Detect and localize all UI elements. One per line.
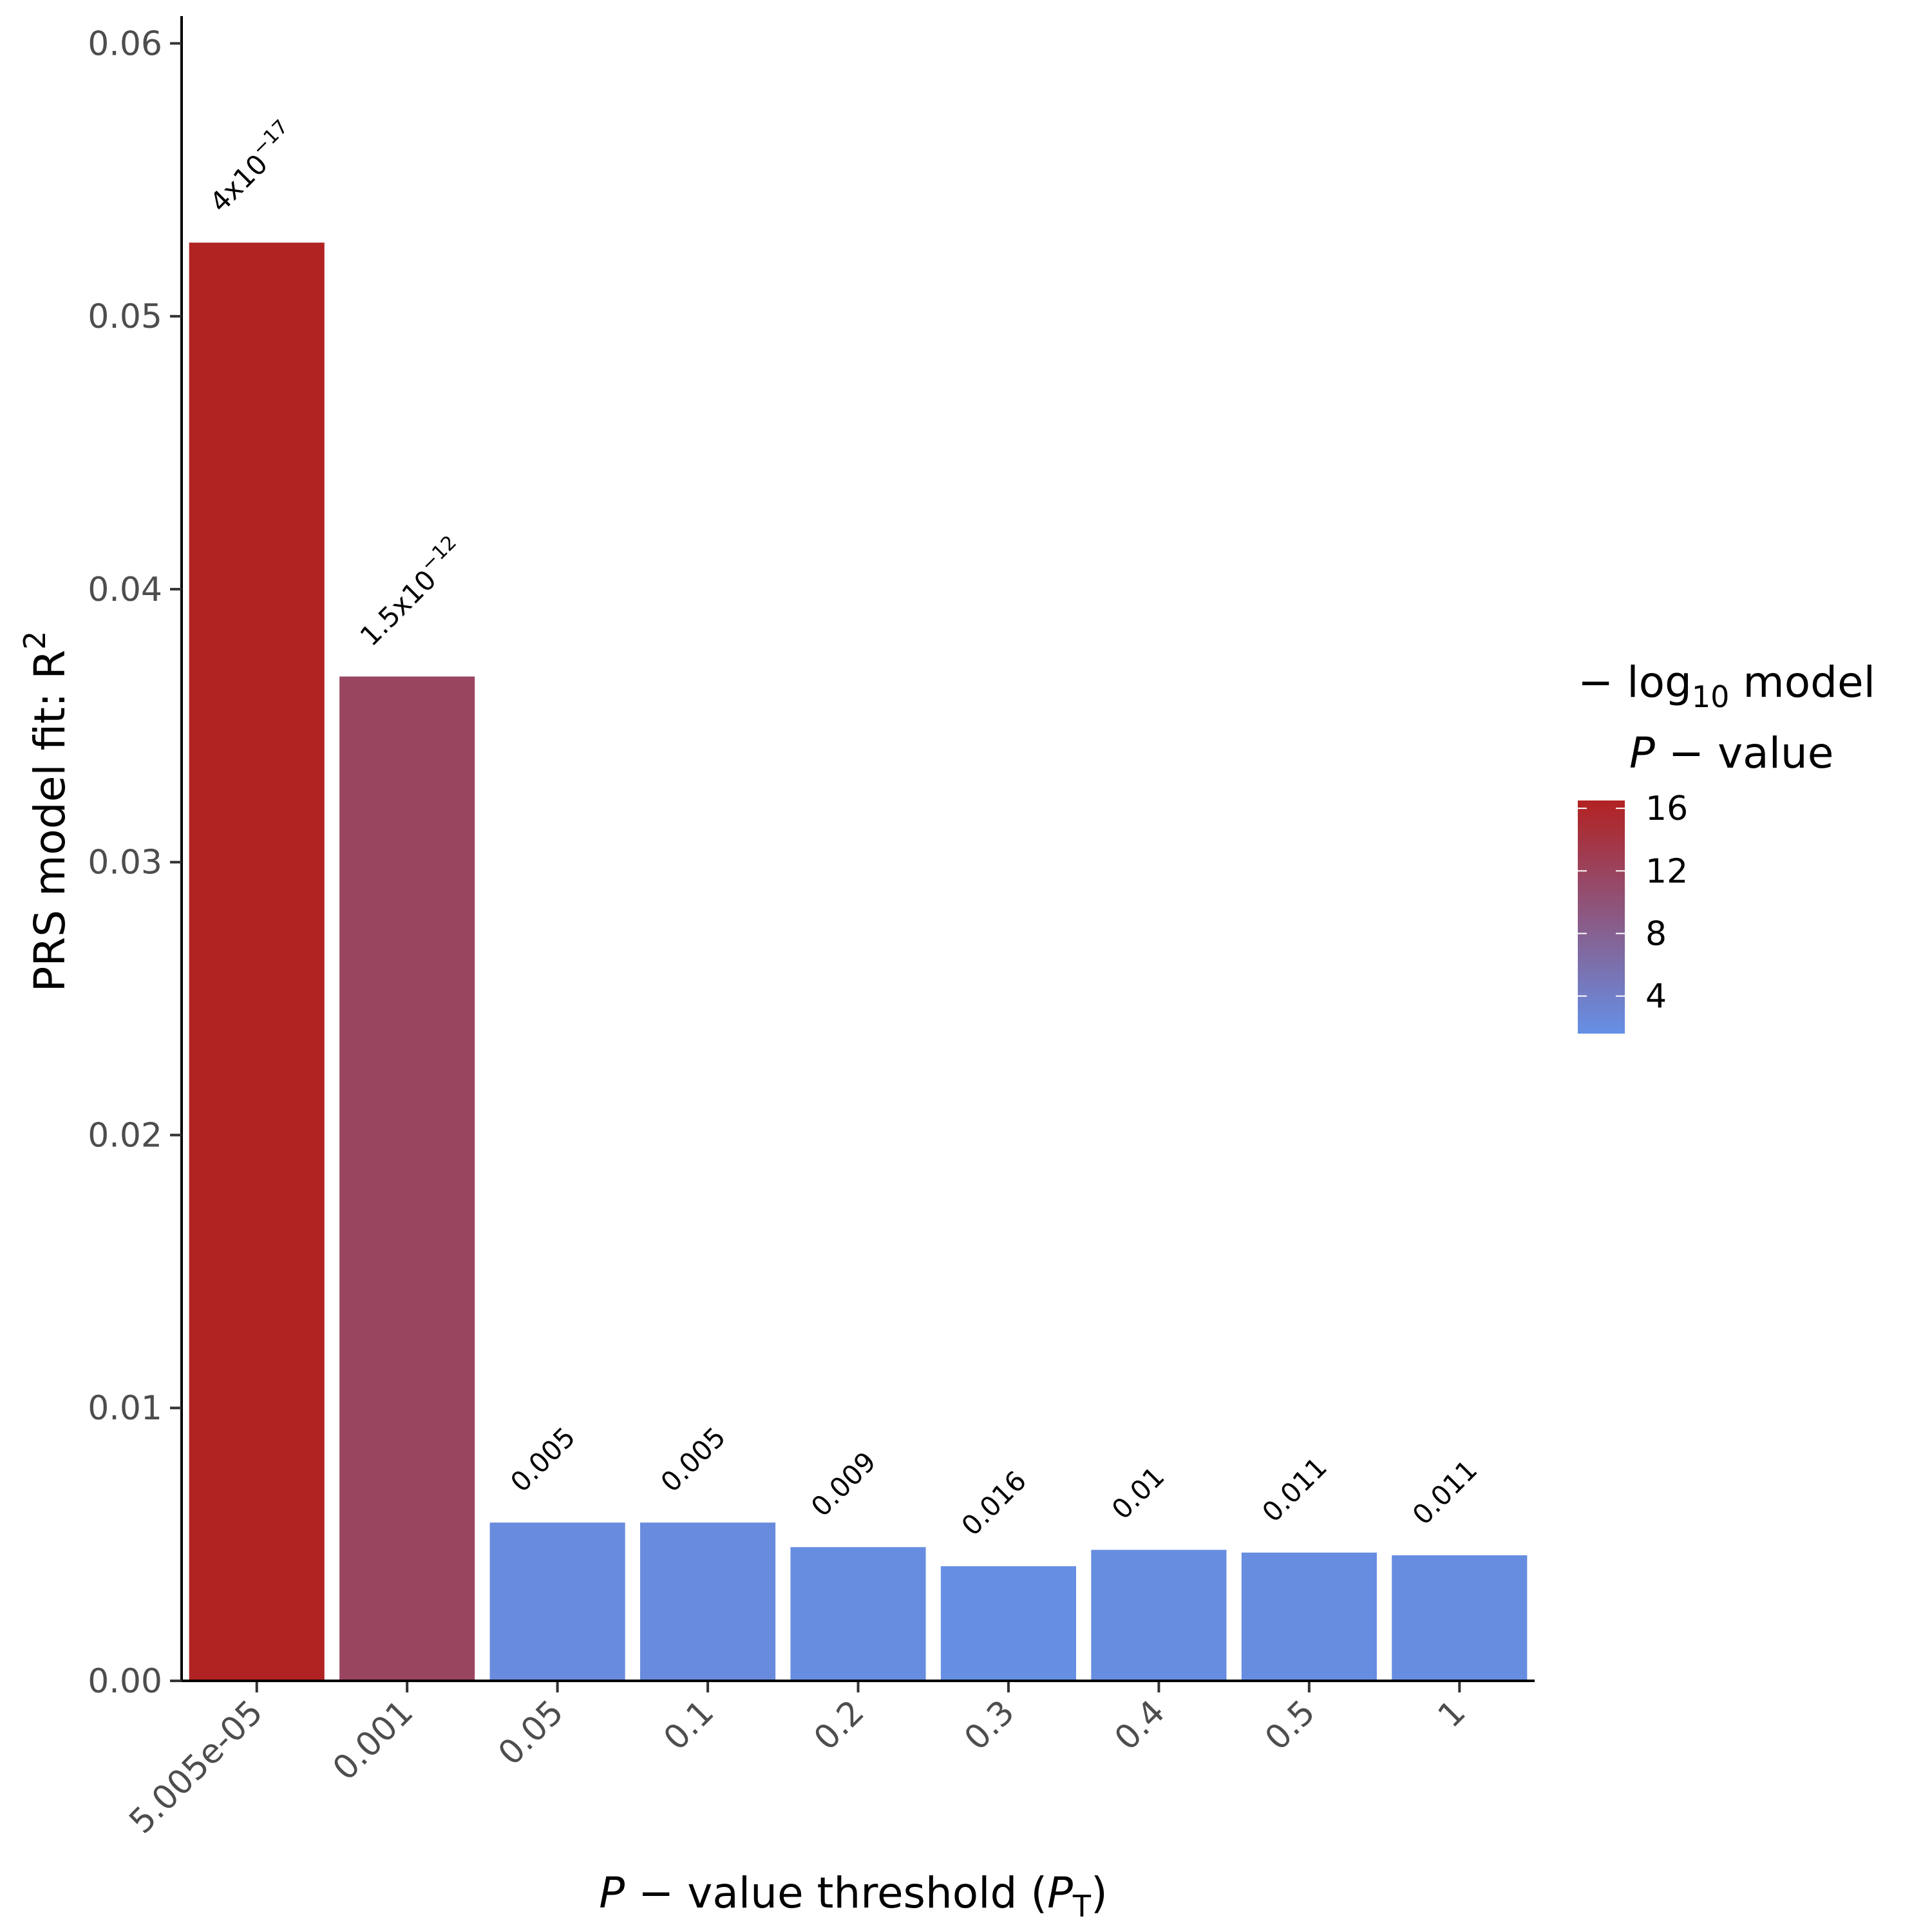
legend-tick-label-1: 12 <box>1645 852 1688 891</box>
x-tick-label-2: 0.05 <box>491 1693 571 1773</box>
y-tick-label-5: 0.05 <box>88 298 162 336</box>
legend-colorbar <box>1578 800 1625 1034</box>
bar-label-2: 0.005 <box>504 1421 582 1499</box>
y-tick-label-1: 0.01 <box>88 1389 162 1428</box>
x-tick-label-8: 1 <box>1431 1693 1473 1736</box>
x-tick-label-0: 5.005e-05 <box>122 1693 270 1841</box>
y-axis-title: PRS model fit: R2 <box>17 631 75 992</box>
legend-ticks: 16 12 8 4 <box>1578 790 1688 1016</box>
legend-title-line1: − log10 model <box>1578 658 1875 714</box>
bar-label-6: 0.01 <box>1106 1461 1171 1526</box>
y-tick-label-0: 0.00 <box>88 1662 162 1701</box>
bar-8 <box>1392 1555 1528 1681</box>
bar-4 <box>790 1547 926 1681</box>
x-tick-label-6: 0.4 <box>1108 1693 1173 1758</box>
bar-0 <box>189 242 325 1681</box>
bar-2 <box>489 1522 625 1681</box>
legend-tick-label-3: 4 <box>1645 978 1667 1016</box>
legend: − log10 model P − value 16 12 8 4 <box>1578 658 1875 1034</box>
y-tick-label-6: 0.06 <box>88 24 162 63</box>
y-axis: 0.00 0.01 0.02 0.03 0.04 0.05 0.06 <box>88 16 183 1701</box>
y-tick-label-2: 0.02 <box>88 1116 162 1155</box>
bar-label-8: 0.011 <box>1406 1454 1484 1531</box>
x-tick-label-7: 0.5 <box>1258 1693 1323 1758</box>
legend-tick-label-0: 16 <box>1645 790 1688 828</box>
x-tick-label-3: 0.1 <box>656 1693 721 1758</box>
y-tick-label-3: 0.03 <box>88 844 162 882</box>
x-tick-label-5: 0.3 <box>957 1693 1022 1758</box>
x-tick-label-4: 0.2 <box>807 1693 872 1758</box>
bar-3 <box>640 1522 776 1681</box>
bar-label-1: 1.5x10−12 <box>350 531 471 652</box>
bar-label-0: 4x10−17 <box>200 115 302 218</box>
legend-title-line2: P − value <box>1629 728 1833 778</box>
bar-6 <box>1091 1549 1227 1681</box>
y-tick-label-4: 0.04 <box>88 571 162 609</box>
bar-label-4: 0.009 <box>805 1446 882 1523</box>
x-axis: 5.005e-05 0.001 0.05 0.1 0.2 0.3 0.4 0.5 1 <box>122 1680 1535 1841</box>
bar-label-7: 0.011 <box>1256 1451 1333 1528</box>
legend-tick-label-2: 8 <box>1645 915 1667 954</box>
bar-1 <box>339 676 475 1681</box>
bar-label-3: 0.005 <box>654 1421 732 1499</box>
bar-5 <box>940 1566 1076 1681</box>
x-axis-title: P − value threshold (PT) <box>599 1868 1108 1924</box>
x-tick-label-1: 0.001 <box>326 1693 421 1788</box>
bar-7 <box>1241 1552 1377 1681</box>
bars <box>189 242 1528 1681</box>
bar-label-5: 0.016 <box>955 1464 1032 1542</box>
